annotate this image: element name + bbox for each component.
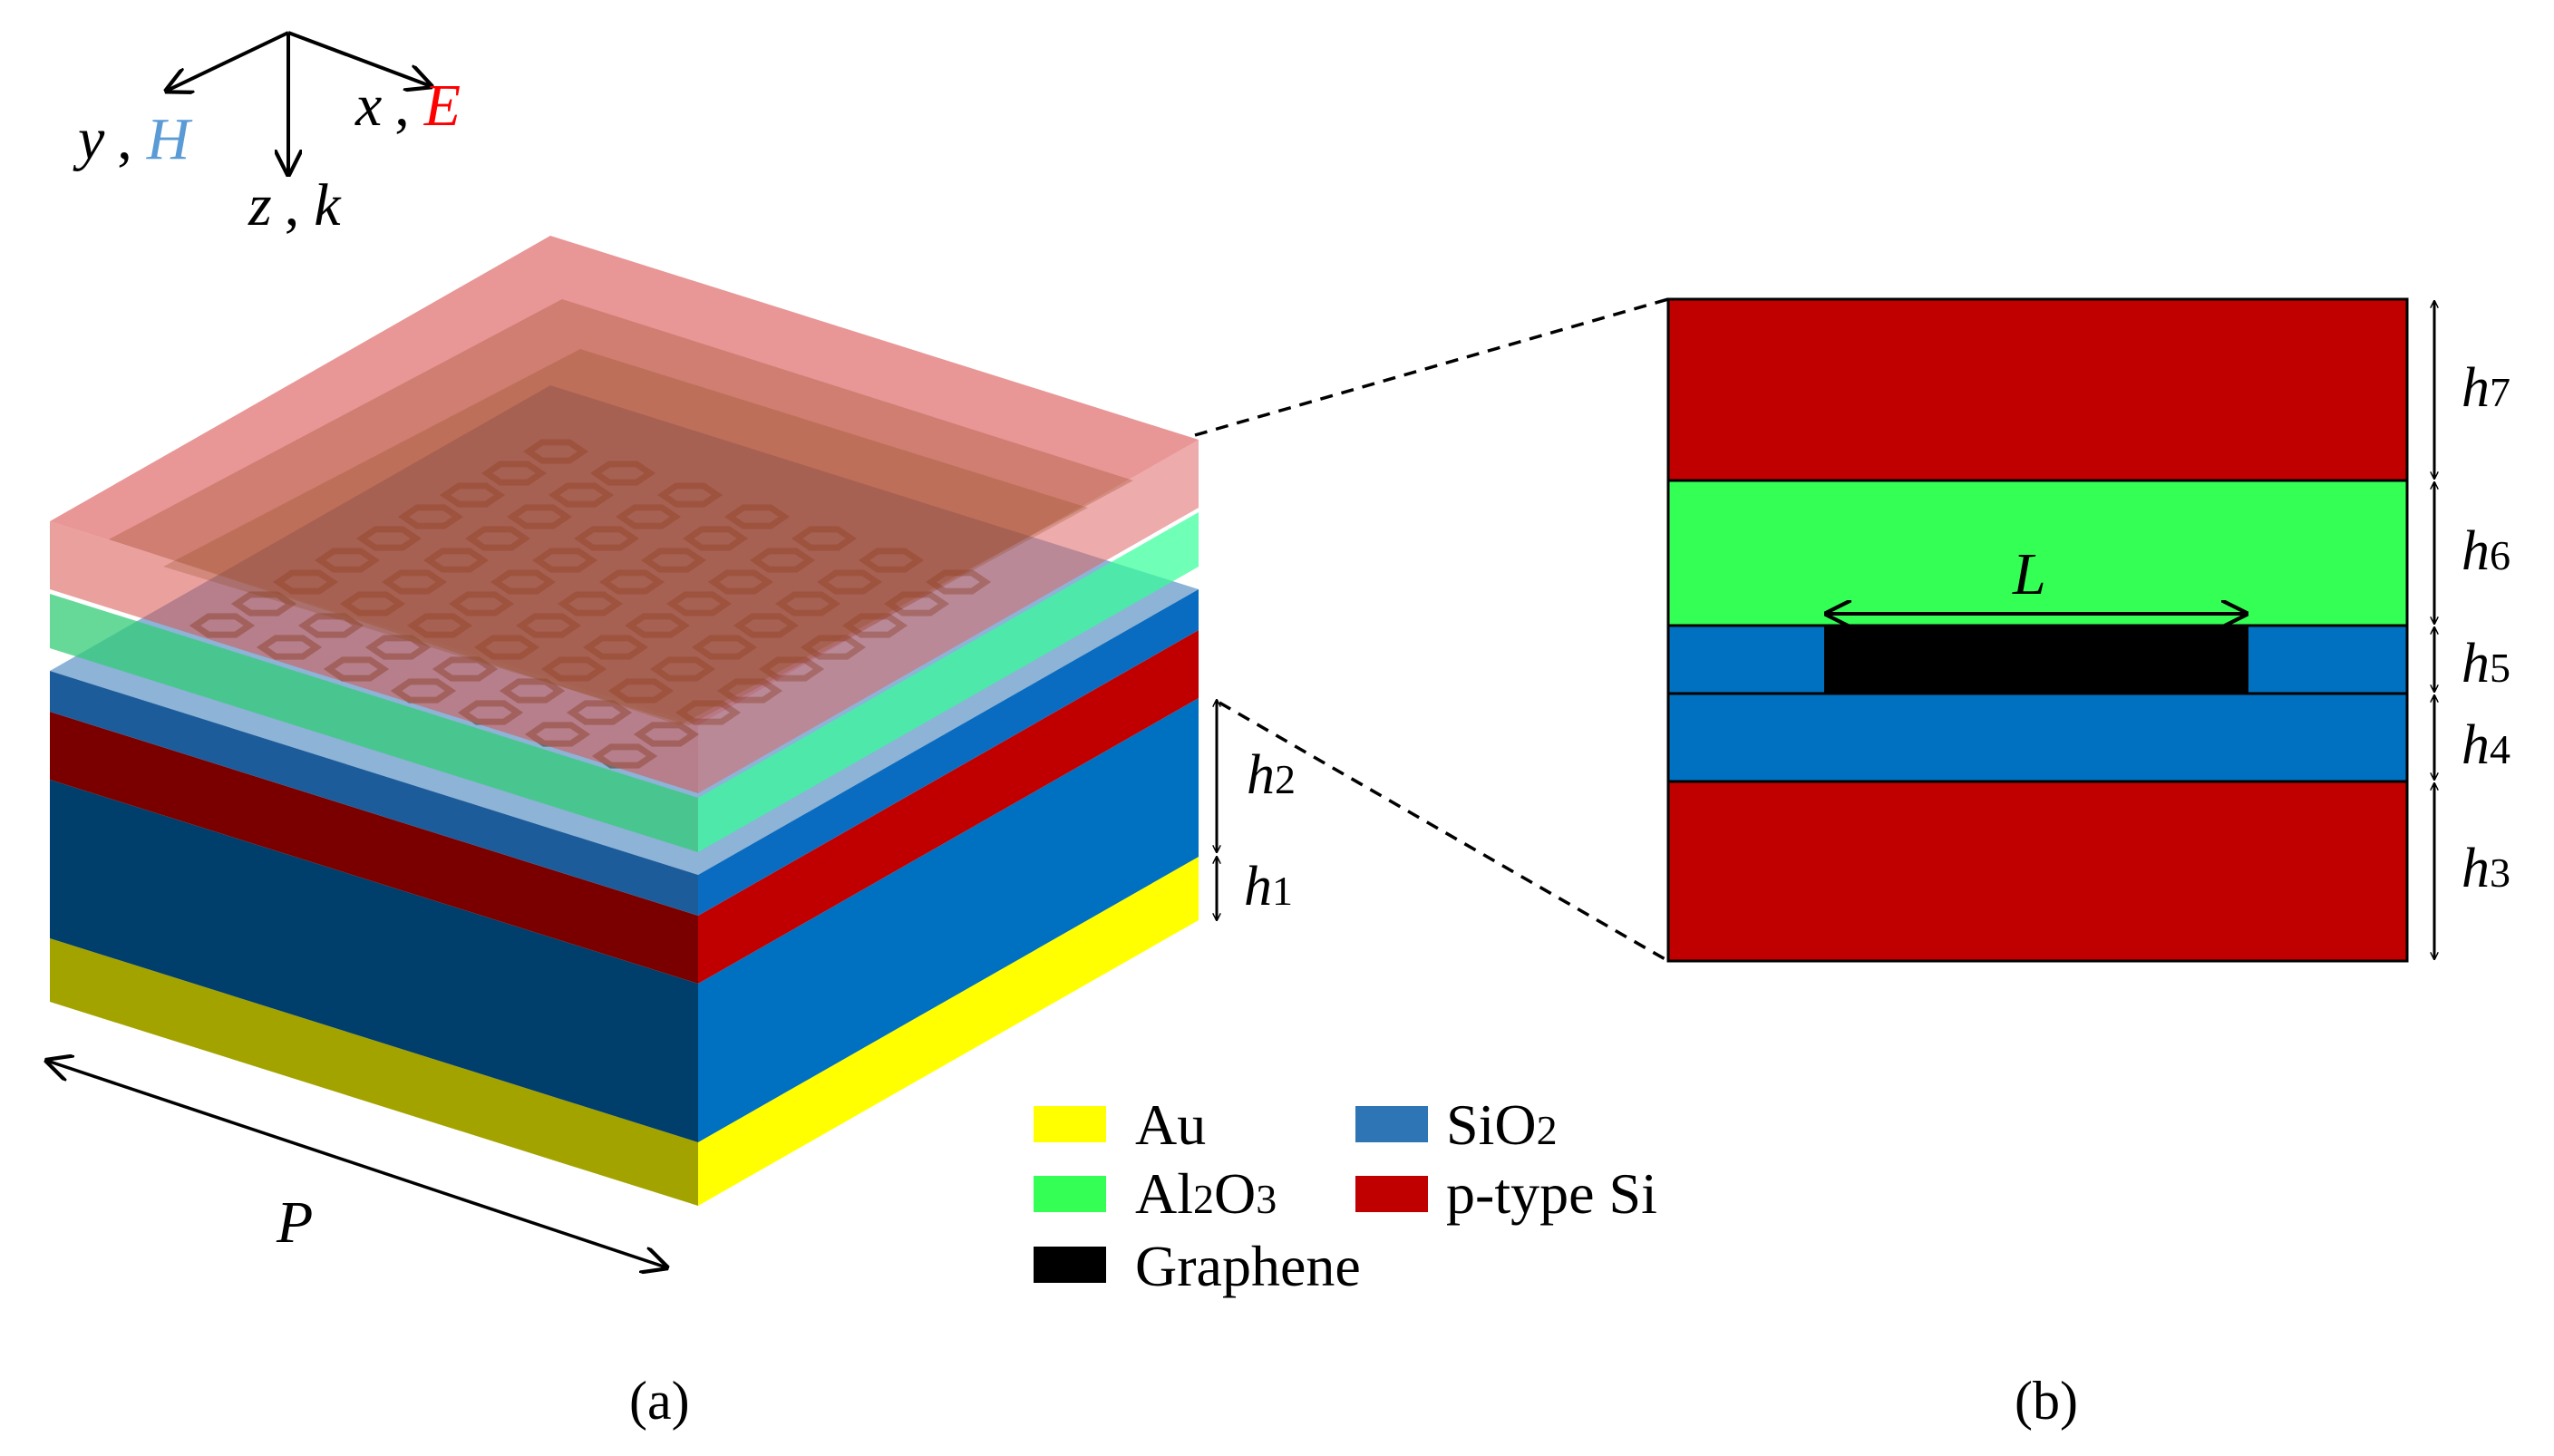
panel-a-stack: h2 h1 P (a) xyxy=(47,236,1669,1431)
h1-label: h1 xyxy=(1244,856,1293,917)
period-arrow xyxy=(47,1061,666,1267)
h6-label: h6 xyxy=(2462,520,2510,582)
p-si-top-layer-left xyxy=(50,521,698,793)
x-axis-label: x,E xyxy=(354,73,461,139)
inner-layer-face-1 xyxy=(109,299,1133,725)
legend: Au Al2O3 Graphene SiO2 p-type Si xyxy=(1034,1092,1657,1298)
period-label: P xyxy=(276,1189,313,1256)
p-si-top-section xyxy=(1666,297,2409,482)
zoom-line-bottom xyxy=(1219,701,1669,963)
al2o3-layer-right xyxy=(698,512,1199,852)
h4-label: h4 xyxy=(2462,714,2510,776)
al2o3-layer-left xyxy=(50,594,698,852)
h5-label: h5 xyxy=(2462,633,2510,694)
sio2-thick-layer-right xyxy=(698,698,1199,1142)
p-si-top-layer-right xyxy=(698,440,1199,793)
y-axis-arrow xyxy=(167,31,289,91)
p-si-top-face xyxy=(50,236,1199,725)
legend-label-graphene: Graphene xyxy=(1135,1234,1361,1298)
legend-swatch-graphene xyxy=(1034,1247,1106,1283)
sio2-thick-layer-left xyxy=(50,780,698,1142)
sio2-thin-layer-left xyxy=(50,671,698,916)
length-label: L xyxy=(2012,541,2046,607)
legend-swatch-p-si xyxy=(1355,1176,1428,1212)
au-layer-right xyxy=(698,857,1199,1206)
legend-swatch-au xyxy=(1034,1106,1106,1142)
legend-label-al2o3: Al2O3 xyxy=(1135,1161,1277,1226)
panel-b-label: (b) xyxy=(2015,1371,2078,1431)
legend-swatch-al2o3 xyxy=(1034,1176,1106,1212)
e-field-label: E xyxy=(423,73,461,139)
graphene-ribbon xyxy=(1824,626,2248,694)
panel-b-cross-section: L h7 h6 h5 h4 h3 (b) xyxy=(1666,297,2510,1431)
legend-label-sio2: SiO2 xyxy=(1446,1092,1558,1157)
p-si-bottom-layer-left xyxy=(50,712,698,984)
h3-label: h3 xyxy=(2462,838,2510,899)
h2-label: h2 xyxy=(1247,744,1296,806)
y-axis-label: y,H xyxy=(73,106,193,172)
sio2-thin-layer-right xyxy=(698,589,1199,916)
panel-a-label: (a) xyxy=(629,1371,690,1431)
h-field-label: H xyxy=(146,106,193,172)
legend-label-au: Au xyxy=(1135,1092,1206,1157)
x-axis-arrow xyxy=(287,31,431,86)
legend-swatch-sio2 xyxy=(1355,1106,1428,1142)
legend-label-p-si: p-type Si xyxy=(1446,1161,1657,1226)
h7-label: h7 xyxy=(2462,357,2510,419)
p-si-bottom-layer-right xyxy=(698,630,1199,984)
zoom-line-top xyxy=(1194,297,1669,437)
p-si-bottom-section xyxy=(1666,780,2409,963)
coordinate-axes: y,H x,E z,k xyxy=(73,31,461,238)
sio2-lower-section xyxy=(1666,692,2409,783)
inner-layer-face-2 xyxy=(163,349,1088,725)
z-axis-label: z,k xyxy=(248,172,342,238)
